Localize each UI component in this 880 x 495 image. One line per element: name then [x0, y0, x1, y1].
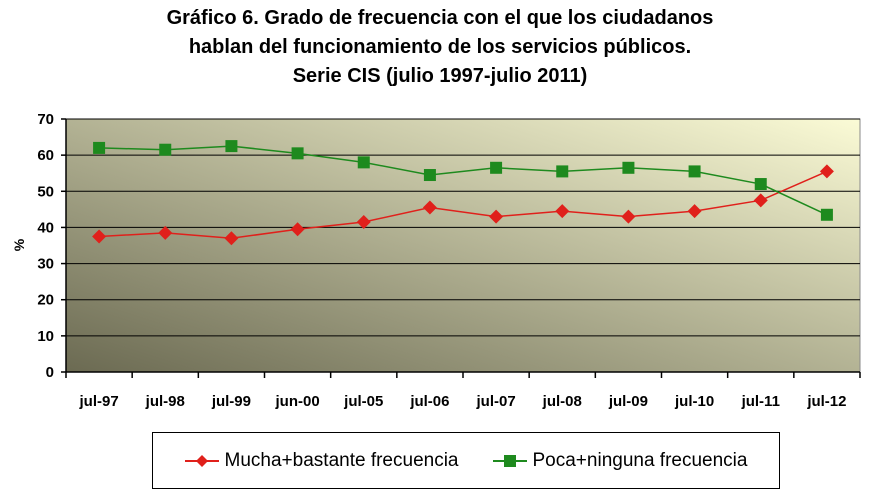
data-point — [754, 178, 767, 191]
data-point — [556, 165, 569, 178]
data-point — [688, 165, 701, 178]
x-tick-label: jul-11 — [741, 393, 780, 410]
y-tick-label: 10 — [37, 328, 54, 345]
chart-title-line-3: Serie CIS (julio 1997-julio 2011) — [292, 65, 588, 87]
x-tick-label: jul-99 — [211, 393, 251, 410]
x-tick-label: jul-10 — [674, 393, 714, 410]
y-tick-label: 50 — [37, 183, 54, 200]
data-point — [92, 229, 107, 244]
axes — [61, 118, 861, 378]
legend-label-series-2: Poca+ninguna frecuencia — [532, 449, 748, 471]
x-tick-label: jul-07 — [475, 393, 515, 410]
gridlines — [66, 118, 860, 337]
chart-title-line-1: Gráfico 6. Grado de frecuencia con el qu… — [166, 7, 714, 29]
legend-label-series-1: Mucha+bastante frecuencia — [224, 449, 459, 471]
data-point — [820, 208, 833, 221]
y-tick-labels: 0 10 20 30 40 50 60 70 — [37, 111, 54, 381]
data-point — [357, 156, 370, 169]
diamond-marker-icon — [184, 454, 219, 467]
series-2 — [93, 140, 833, 221]
data-point — [753, 193, 768, 208]
square-marker-icon — [492, 454, 527, 467]
data-point — [490, 161, 503, 174]
y-axis-label: % — [11, 238, 27, 251]
data-point — [291, 147, 304, 160]
x-tick-labels: jul-97 jul-98 jul-99 jun-00 jul-05 jul-06 jul-… — [78, 393, 846, 410]
x-tick-label: jul-12 — [806, 393, 846, 410]
data-point — [489, 209, 504, 224]
line-chart: 0 10 20 30 40 50 60 70 jul-97 jul-98 jul-99 jun-00… — [11, 111, 861, 410]
y-tick-label: 60 — [37, 147, 54, 164]
series-1 — [92, 164, 834, 246]
data-point — [225, 140, 238, 153]
data-point — [224, 231, 239, 246]
data-point — [687, 204, 702, 219]
x-tick-label: jul-05 — [343, 393, 383, 410]
chart-title-line-2: hablan del funcionamiento de los servici… — [188, 36, 692, 58]
data-point — [159, 143, 172, 156]
y-tick-label: 20 — [37, 292, 54, 309]
legend-item-series-2: Poca+ninguna frecuencia — [492, 449, 748, 472]
x-tick-label: jul-06 — [409, 393, 449, 410]
data-point — [555, 204, 570, 219]
y-tick-label: 30 — [37, 256, 54, 273]
data-point — [356, 215, 371, 230]
data-point — [423, 169, 436, 182]
data-point — [422, 200, 437, 215]
data-point — [93, 141, 106, 154]
data-point — [622, 161, 635, 174]
legend-item-series-1: Mucha+bastante frecuencia — [184, 449, 459, 472]
data-point — [819, 164, 834, 179]
plot-area — [65, 118, 861, 373]
series-line — [99, 145, 828, 216]
y-tick-label: 70 — [37, 111, 54, 128]
series-line — [99, 170, 828, 240]
data-point — [621, 209, 636, 224]
chart-title: Gráfico 6. Grado de frecuencia con el qu… — [0, 4, 880, 91]
series-layer — [92, 140, 834, 246]
data-point — [290, 222, 305, 237]
x-tick-label: jul-97 — [78, 393, 118, 410]
legend: Mucha+bastante frecuencia Poca+ninguna f… — [152, 432, 780, 489]
x-tick-label: jul-08 — [542, 393, 582, 410]
x-tick-label: jul-98 — [145, 393, 185, 410]
data-point — [158, 225, 173, 240]
x-tick-label: jun-00 — [274, 393, 319, 410]
x-tick-label: jul-09 — [608, 393, 648, 410]
y-tick-label: 0 — [46, 364, 54, 381]
y-tick-label: 40 — [37, 219, 54, 236]
